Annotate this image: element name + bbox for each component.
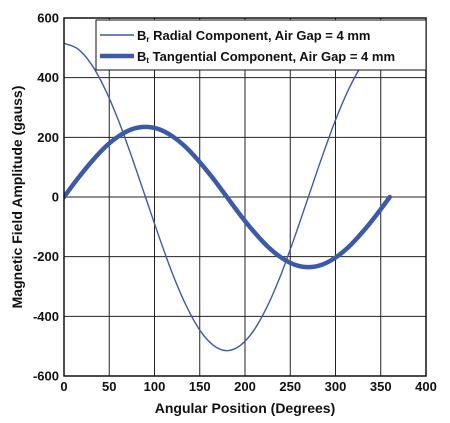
x-tick-label: 0: [60, 379, 67, 394]
x-tick-label: 350: [370, 379, 392, 394]
x-tick-label: 400: [415, 379, 437, 394]
y-tick-label: -400: [33, 309, 59, 324]
legend-box: [95, 19, 427, 71]
y-axis-title: Magnetic Field Amplitude (gauss): [9, 86, 25, 309]
x-axis-title: Angular Position (Degrees): [155, 400, 335, 416]
x-tick-label: 200: [234, 379, 256, 394]
y-tick-label: -200: [33, 249, 59, 264]
y-tick-label: -600: [33, 369, 59, 384]
tick-labels: 0 50 100 150 200 250 300 350 400 600 400 200 0 -200 -4…: [33, 11, 437, 395]
x-tick-label: 100: [144, 379, 166, 394]
legend-label-radial: Br Radial Component, Air Gap = 4 mm: [137, 28, 370, 44]
x-tick-label: 250: [279, 379, 301, 394]
plot-frame: [63, 17, 427, 377]
grid: [63, 17, 427, 377]
x-tick-label: 300: [325, 379, 347, 394]
x-tick-label: 50: [102, 379, 116, 394]
y-tick-label: 200: [37, 130, 59, 145]
series-lines: [64, 42, 393, 352]
y-tick-label: 0: [52, 190, 59, 205]
legend-label-tangential: Bt Tangential Component, Air Gap = 4 mm: [137, 49, 395, 65]
y-tick-label: 600: [37, 11, 59, 26]
series-line-tangential: [64, 124, 393, 270]
series-line-radial: [64, 42, 391, 352]
x-tick-label: 150: [189, 379, 211, 394]
y-tick-label: 400: [37, 70, 59, 85]
legend: Br Radial Component, Air Gap = 4 mm Bt T…: [95, 19, 427, 71]
